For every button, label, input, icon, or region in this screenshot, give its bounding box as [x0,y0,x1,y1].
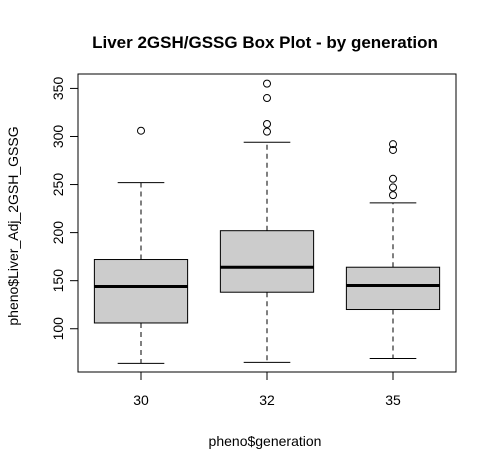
y-tick-label: 150 [50,269,66,293]
y-tick-label: 100 [50,317,66,341]
iqr-box [345,266,441,311]
x-tick-label: 32 [259,392,275,408]
y-axis-label: pheno$Liver_Adj_2GSH_GSSG [5,126,21,325]
outlier-point [389,183,397,192]
y-tick-label: 350 [50,77,66,101]
iqr-box [219,230,315,293]
outlier-point [389,145,397,154]
x-axis-label: pheno$generation [209,433,322,449]
outlier-point [263,127,271,136]
y-tick-label: 300 [50,125,66,149]
outlier-point [263,94,271,103]
chart-title: Liver 2GSH/GSSG Box Plot - by generation [92,33,438,52]
plot-frame [77,73,457,373]
x-tick-label: 35 [385,392,401,408]
iqr-box [93,259,189,324]
box-35 [345,140,441,360]
x-axis: 30 32 35 [133,371,401,408]
outlier-point [263,79,271,88]
x-tick-label: 30 [133,392,149,408]
outlier-point [389,191,397,200]
box-32 [219,79,315,363]
outlier-point [263,119,271,128]
outlier-point [389,174,397,183]
box-30 [93,126,189,364]
outlier-point [137,126,145,135]
y-tick-label: 250 [50,173,66,197]
boxes-group [93,79,441,364]
y-tick-label: 200 [50,221,66,245]
y-axis: 100 150 200 250 300 350 [50,77,79,341]
outlier-point [389,140,397,149]
